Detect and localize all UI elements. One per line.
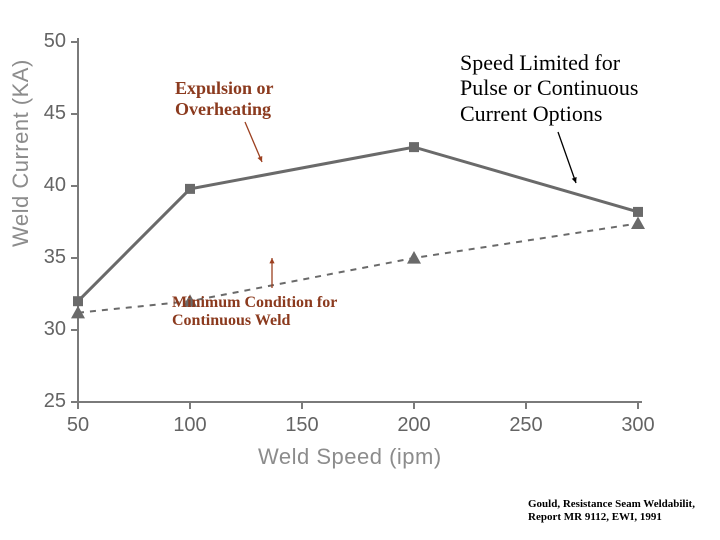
x-tick-label: 150 <box>282 414 322 437</box>
x-tick-label: 200 <box>394 414 434 437</box>
y-tick-label: 30 <box>44 318 66 341</box>
x-axis-label: Weld Speed (ipm) <box>258 444 442 470</box>
x-tick-label: 100 <box>170 414 210 437</box>
annotation-speedlimited: Speed Limited forPulse or ContinuousCurr… <box>460 50 638 126</box>
y-tick-label: 25 <box>44 390 66 413</box>
y-tick-label: 50 <box>44 30 66 53</box>
y-tick-label: 45 <box>44 102 66 125</box>
x-tick-label: 250 <box>506 414 546 437</box>
y-tick-label: 35 <box>44 246 66 269</box>
annotation-expulsion: Expulsion orOverheating <box>175 78 274 119</box>
x-tick-label: 300 <box>618 414 658 437</box>
citation-text: Gould, Resistance Seam Weldabilit,Report… <box>528 498 695 524</box>
chart-stage: Weld Current (KA) Weld Speed (ipm) 25303… <box>0 0 720 540</box>
annotation-minimum: Minimum Condition forContinuous Weld <box>172 294 337 331</box>
x-tick-label: 50 <box>58 414 98 437</box>
y-tick-label: 40 <box>44 174 66 197</box>
